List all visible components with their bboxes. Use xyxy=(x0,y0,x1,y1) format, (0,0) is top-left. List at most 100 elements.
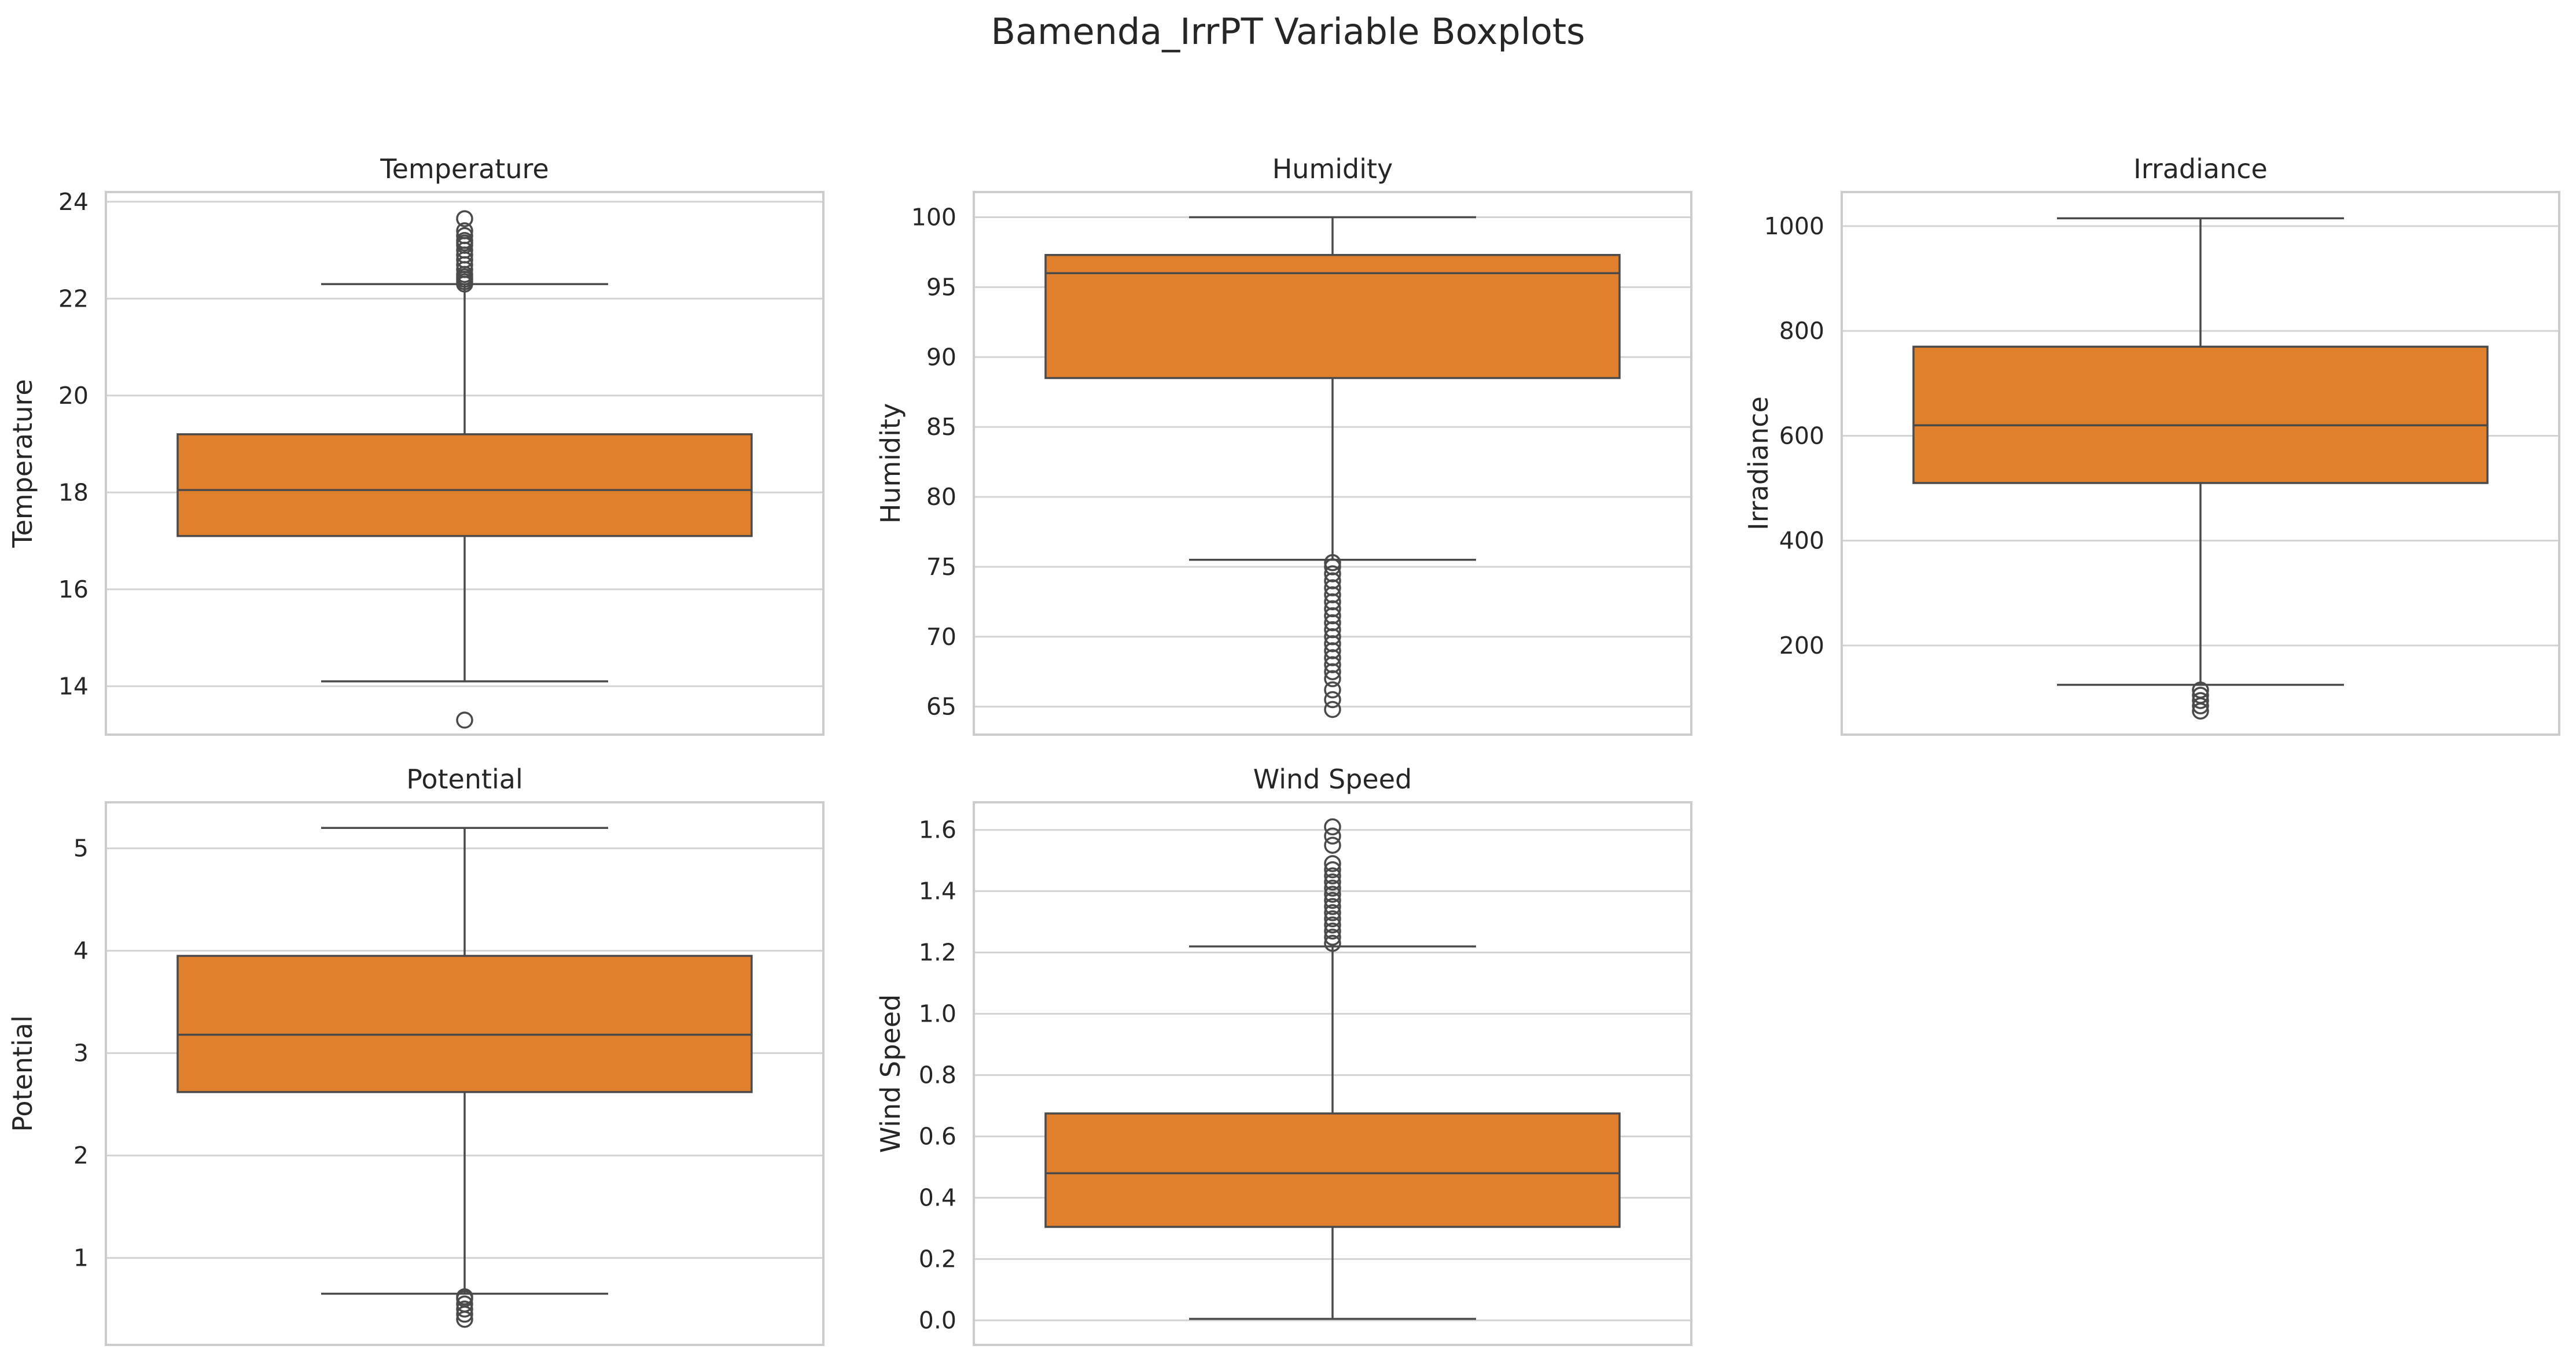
ytick-label-wind-speed-8: 1.6 xyxy=(919,816,956,844)
panel-title-potential: Potential xyxy=(406,764,523,795)
outlier-wind-speed-5 xyxy=(1324,904,1341,921)
outlier-wind-speed-13 xyxy=(1324,855,1341,872)
ytick-label-potential-3: 4 xyxy=(73,937,89,965)
ytick-label-temperature-3: 20 xyxy=(58,382,89,410)
ytick-label-wind-speed-2: 0.4 xyxy=(919,1184,956,1212)
outlier-wind-speed-14 xyxy=(1324,836,1341,854)
panel-wind-speed: 0.0 0.2 0.4 0.6 0.8 1.0 1.2 1.4 1.6 Wind Speed Win… xyxy=(875,764,1692,1346)
outlier-humidity-14 xyxy=(1324,593,1341,611)
outlier-humidity-2 xyxy=(1324,681,1341,699)
outlier-wind-speed-3 xyxy=(1324,916,1341,934)
box-irradiance xyxy=(1912,345,2489,484)
outlier-wind-speed-4 xyxy=(1324,910,1341,928)
ytick-label-temperature-1: 16 xyxy=(58,576,89,603)
ytick-label-humidity-6: 95 xyxy=(926,273,956,301)
outlier-humidity-5 xyxy=(1324,656,1341,673)
outlier-potential-5 xyxy=(456,1288,473,1306)
panel-title-wind-speed: Wind Speed xyxy=(1253,764,1412,795)
outlier-irradiance-4 xyxy=(2192,681,2209,699)
outlier-wind-speed-7 xyxy=(1324,891,1341,909)
outlier-humidity-7 xyxy=(1324,642,1341,659)
outlier-humidity-17 xyxy=(1324,572,1341,589)
ytick-label-wind-speed-7: 1.4 xyxy=(919,878,956,905)
outlier-wind-speed-11 xyxy=(1324,867,1341,884)
box-humidity xyxy=(1044,254,1621,379)
ylabel-wind-speed: Wind Speed xyxy=(875,994,906,1153)
panel-irradiance: 200 400 600 800 1000 Irradiance Irradiance xyxy=(1743,153,2560,736)
ytick-label-potential-1: 2 xyxy=(73,1142,89,1170)
outlier-wind-speed-6 xyxy=(1324,898,1341,915)
ytick-label-humidity-1: 70 xyxy=(926,623,956,651)
outlier-potential-2 xyxy=(456,1300,473,1318)
ytick-label-humidity-7: 100 xyxy=(911,204,956,231)
outlier-wind-speed-15 xyxy=(1324,827,1341,845)
outlier-humidity-19 xyxy=(1324,558,1341,576)
panel-title-irradiance: Irradiance xyxy=(2133,153,2268,185)
outlier-wind-speed-16 xyxy=(1324,818,1341,836)
box-potential xyxy=(176,954,753,1093)
ytick-label-humidity-4: 85 xyxy=(926,413,956,441)
outlier-wind-speed-2 xyxy=(1324,922,1341,940)
box-wind-speed xyxy=(1044,1112,1621,1228)
outlier-humidity-18 xyxy=(1324,565,1341,583)
ytick-label-humidity-2: 75 xyxy=(926,553,956,581)
panels: 141618202224TemperatureTemperature657075… xyxy=(7,153,2560,1346)
ytick-label-irradiance-1: 400 xyxy=(1779,527,1824,555)
outlier-temperature-16 xyxy=(456,210,473,227)
ytick-label-humidity-0: 65 xyxy=(926,693,956,721)
figure-title: Bamenda_IrrPT Variable Boxplots xyxy=(991,10,1585,53)
ytick-label-wind-speed-6: 1.2 xyxy=(919,939,956,967)
ytick-label-wind-speed-0: 0.0 xyxy=(919,1307,956,1334)
ytick-label-irradiance-0: 200 xyxy=(1779,632,1824,659)
ylabel-temperature: Temperature xyxy=(7,379,38,548)
outlier-humidity-13 xyxy=(1324,600,1341,618)
outlier-temperature-13 xyxy=(456,232,473,249)
outlier-temperature-15 xyxy=(456,222,473,239)
outlier-humidity-10 xyxy=(1324,621,1341,639)
outlier-humidity-1 xyxy=(1324,691,1341,709)
panel-potential: 1 2 3 4 5 Potential Potential xyxy=(7,764,825,1346)
outlier-humidity-6 xyxy=(1324,649,1341,666)
axes-frame-irradiance xyxy=(1841,191,2560,736)
outlier-humidity-9 xyxy=(1324,628,1341,646)
axes-frame-temperature xyxy=(105,191,825,736)
outlier-wind-speed-8 xyxy=(1324,886,1341,903)
box-temperature xyxy=(176,433,753,537)
outlier-temperature-0 xyxy=(456,712,473,729)
ytick-label-humidity-5: 90 xyxy=(926,343,956,371)
outlier-wind-speed-9 xyxy=(1324,879,1341,897)
outlier-humidity-16 xyxy=(1324,579,1341,596)
ytick-label-wind-speed-3: 0.6 xyxy=(919,1123,956,1151)
ytick-label-potential-0: 1 xyxy=(73,1244,89,1272)
outlier-irradiance-2 xyxy=(2192,692,2209,709)
outlier-irradiance-3 xyxy=(2192,687,2209,704)
ytick-label-wind-speed-1: 0.2 xyxy=(919,1245,956,1273)
outlier-wind-speed-10 xyxy=(1324,873,1341,891)
axes-frame-wind-speed xyxy=(973,801,1692,1346)
outlier-wind-speed-12 xyxy=(1324,861,1341,879)
outlier-humidity-4 xyxy=(1324,663,1341,680)
ytick-label-irradiance-3: 800 xyxy=(1779,317,1824,345)
outlier-humidity-8 xyxy=(1324,635,1341,652)
ytick-label-wind-speed-5: 1.0 xyxy=(919,1000,956,1028)
outlier-humidity-20 xyxy=(1324,554,1341,572)
panel-humidity: 65 70 75 80 85 90 95 100 Humidity Humidity xyxy=(875,153,1692,736)
outlier-wind-speed-1 xyxy=(1324,928,1341,946)
ytick-label-irradiance-2: 600 xyxy=(1779,422,1824,449)
ytick-label-humidity-3: 80 xyxy=(926,483,956,511)
outlier-humidity-0 xyxy=(1324,701,1341,718)
outlier-humidity-12 xyxy=(1324,607,1341,625)
axes-frame-humidity xyxy=(973,191,1692,736)
ylabel-humidity: Humidity xyxy=(875,403,906,524)
axes-frame-potential xyxy=(105,801,825,1346)
ylabel-potential: Potential xyxy=(7,1015,38,1132)
outlier-humidity-3 xyxy=(1324,670,1341,688)
ytick-label-temperature-0: 14 xyxy=(58,672,89,700)
panel-title-temperature: Temperature xyxy=(380,153,549,185)
outlier-wind-speed-0 xyxy=(1324,935,1341,952)
outlier-humidity-11 xyxy=(1324,614,1341,632)
outlier-potential-3 xyxy=(456,1295,473,1313)
ytick-label-irradiance-4: 1000 xyxy=(1764,212,1824,240)
ytick-label-potential-4: 5 xyxy=(73,835,89,862)
